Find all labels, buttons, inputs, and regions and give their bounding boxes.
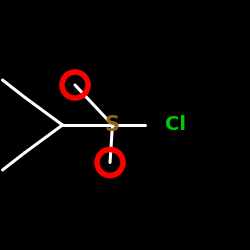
Text: S: S (105, 115, 120, 135)
Text: Cl: Cl (164, 116, 186, 134)
